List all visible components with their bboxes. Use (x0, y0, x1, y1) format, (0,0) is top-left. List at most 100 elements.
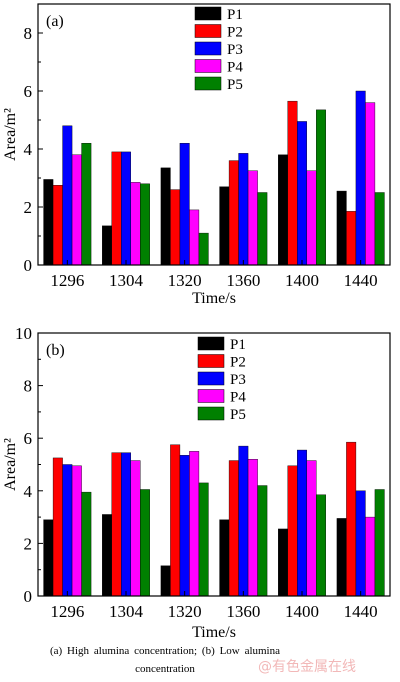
bar-p4-1440 (365, 516, 376, 597)
bar-p4-1304 (130, 460, 141, 597)
plot-frame (37, 3, 391, 266)
bar-p5-1320 (198, 482, 209, 597)
legend-swatch-p3 (194, 41, 222, 56)
watermark: @有色金属在线 (258, 659, 356, 675)
y-tick-label: 6 (24, 429, 33, 448)
x-tick-label: 1440 (344, 602, 378, 621)
bar-p3-1320 (179, 455, 190, 597)
y-axis-label: Area/m² (2, 108, 19, 161)
legend-swatch-p2 (194, 24, 222, 38)
bar-p2-1320 (170, 444, 181, 597)
bar-p4-1400 (306, 170, 317, 266)
bar-p2-1296 (52, 457, 63, 597)
legend-swatch-p5 (197, 406, 225, 421)
bar-p3-1320 (179, 142, 190, 266)
x-tick-label: 1400 (285, 602, 319, 621)
legend-label-p5: P5 (230, 407, 246, 423)
bar-p3-1304 (121, 452, 131, 597)
bar-p1-1400 (278, 528, 288, 597)
bar-p1-1320 (160, 167, 171, 266)
x-tick-label: 1400 (285, 271, 319, 290)
y-axis-label: Area/m² (2, 438, 19, 491)
bar-p5-1440 (374, 192, 385, 266)
x-tick-label: 1320 (168, 602, 202, 621)
legend-label-p4: P4 (227, 60, 243, 76)
bar-p3-1296 (62, 464, 73, 597)
legend-swatch-p1 (197, 336, 225, 351)
y-tick-label: 6 (24, 82, 33, 101)
x-tick-label: 1320 (168, 271, 202, 290)
bar-p3-1440 (355, 490, 366, 597)
legend-swatch-p5 (194, 76, 222, 91)
x-tick-label: 1360 (226, 602, 260, 621)
bar-p5-1304 (140, 489, 150, 597)
legend-label-p5: P5 (227, 77, 243, 93)
y-tick-label: 8 (24, 377, 33, 396)
bar-p4-1296 (71, 154, 82, 266)
y-tick-label: 2 (24, 534, 33, 553)
bar-p5-1400 (316, 494, 326, 597)
legend-swatch-p4 (194, 59, 222, 73)
bar-p5-1360 (257, 485, 268, 597)
bar-p3-1400 (297, 121, 307, 266)
bar-p1-1360 (219, 186, 230, 266)
y-tick-label: 8 (24, 24, 33, 43)
x-tick-label: 1304 (109, 271, 144, 290)
bar-p1-1304 (102, 514, 112, 597)
legend-label-p2: P2 (227, 25, 243, 41)
bar-p2-1320 (170, 189, 181, 266)
bar-p1-1296 (43, 519, 54, 597)
bar-p4-1320 (189, 209, 200, 266)
bar-p4-1320 (189, 451, 200, 597)
y-tick-label: 2 (24, 198, 33, 217)
legend-swatch-p3 (197, 371, 225, 386)
bar-p4-1440 (365, 102, 376, 266)
y-tick-label: 0 (24, 256, 33, 275)
bar-p2-1304 (111, 452, 122, 597)
bar-p4-1304 (130, 182, 141, 266)
bar-p1-1400 (278, 154, 288, 266)
chart-panel-a: 0 2 4 6 8 1296 1304 1320 1360 1400 1440 Time/s Area/… (2, 3, 391, 307)
x-axis-label: Time/s (192, 290, 236, 307)
bar-p5-1296 (81, 142, 92, 266)
panel-label: (a) (46, 13, 64, 30)
x-tick-label: 1304 (109, 602, 144, 621)
bar-p3-1296 (62, 125, 73, 266)
bar-p4-1360 (247, 170, 258, 266)
bar-p3-1360 (238, 445, 249, 597)
legend-label-p4: P4 (230, 390, 246, 406)
bar-p5-1440 (374, 489, 385, 597)
x-tick-label: 1440 (344, 271, 378, 290)
legend-label-p3: P3 (230, 372, 246, 388)
bar-p2-1440 (346, 211, 357, 266)
legend-swatch-p1 (194, 6, 222, 21)
bar-p3-1360 (238, 153, 249, 266)
bar-p3-1400 (297, 449, 307, 597)
bar-p5-1296 (81, 491, 92, 597)
bar-p4-1400 (306, 460, 317, 597)
bar-p4-1296 (71, 465, 82, 597)
bar-p1-1304 (102, 225, 112, 266)
x-tick-label: 1296 (50, 271, 84, 290)
bar-p3-1440 (355, 90, 366, 266)
bar-p2-1400 (287, 465, 298, 597)
bar-p2-1400 (287, 100, 298, 266)
bar-p1-1360 (219, 519, 230, 597)
bar-p1-1296 (43, 179, 54, 266)
bar-p2-1360 (228, 160, 239, 266)
bar-p1-1440 (336, 518, 347, 597)
chart-panel-b: 0 2 4 6 8 10 1296 1304 1320 1360 1400 1440 Time/s Are… (2, 324, 391, 641)
legend-label-p3: P3 (227, 42, 243, 58)
y-tick-label: 10 (15, 324, 32, 343)
bar-p2-1304 (111, 151, 122, 266)
x-axis-label: Time/s (192, 624, 236, 641)
legend-label-p1: P1 (227, 7, 243, 23)
bar-p5-1320 (198, 232, 209, 266)
legend-label-p2: P2 (230, 355, 246, 371)
bar-p4-1360 (247, 459, 258, 597)
bar-p1-1440 (336, 190, 347, 266)
bar-p5-1400 (316, 109, 326, 266)
bar-p5-1304 (140, 183, 150, 266)
panel-label: (b) (46, 342, 65, 359)
